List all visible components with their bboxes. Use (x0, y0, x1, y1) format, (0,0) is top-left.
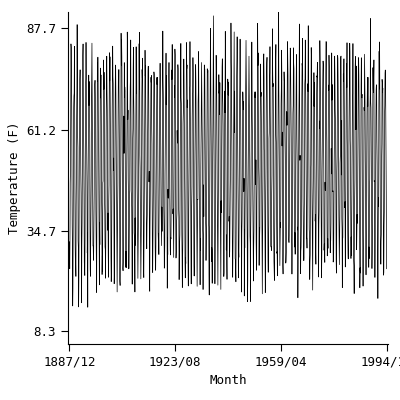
Y-axis label: Temperature (F): Temperature (F) (8, 122, 21, 234)
X-axis label: Month: Month (209, 374, 247, 387)
